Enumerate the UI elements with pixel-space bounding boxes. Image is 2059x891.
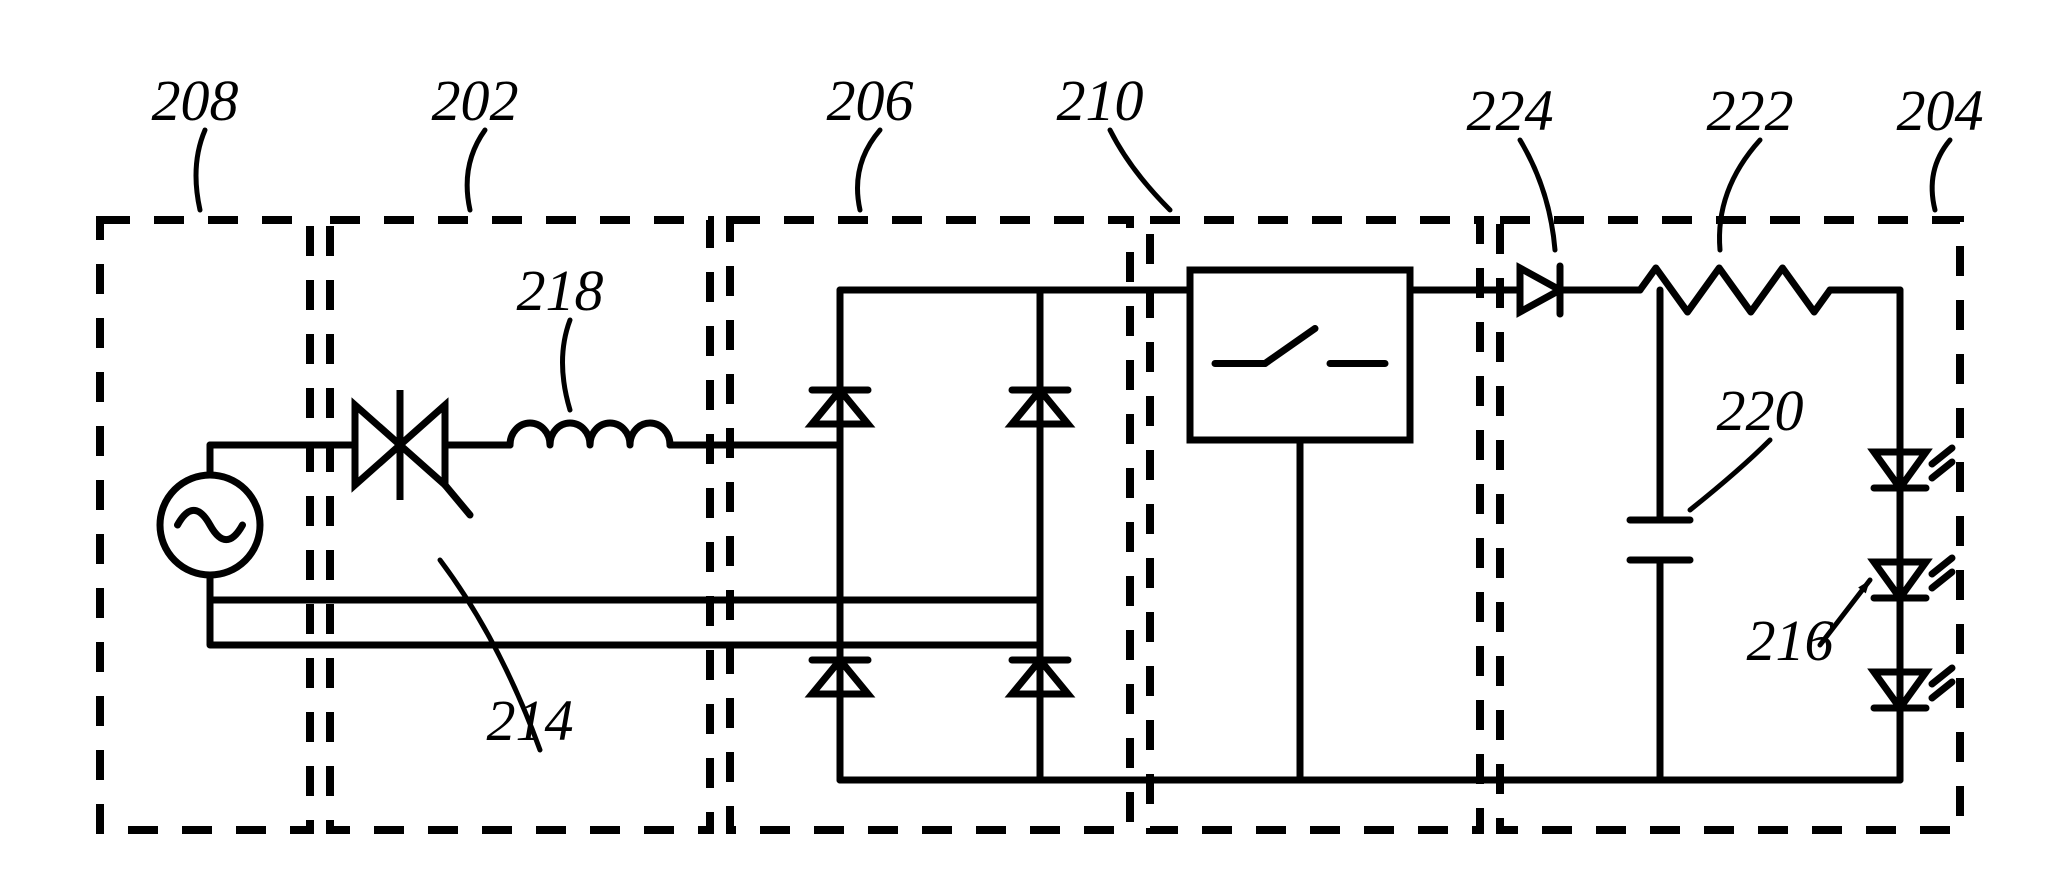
wire-ac-return — [210, 605, 940, 645]
ac-sine-icon — [178, 510, 243, 539]
block-204 — [1500, 220, 1960, 830]
label-202: 202 — [432, 68, 519, 133]
label-208: 208 — [152, 68, 239, 133]
label-222: 222 — [1707, 78, 1794, 143]
triac-gate — [445, 485, 470, 515]
leader-202 — [467, 130, 485, 210]
inductor-icon — [510, 423, 670, 445]
diode-224-icon — [1520, 268, 1560, 312]
leader-206 — [858, 130, 881, 210]
block-208 — [100, 220, 310, 830]
label-218: 218 — [517, 258, 604, 323]
wire-return — [210, 575, 1040, 600]
label-220: 220 — [1717, 378, 1804, 443]
leader-204 — [1932, 140, 1950, 210]
block-206 — [730, 220, 1130, 830]
triac-tri-right — [400, 405, 445, 485]
label-206: 206 — [827, 68, 914, 133]
leader-218 — [563, 320, 571, 410]
circuit-diagram: 208202206210224222204218214220216 — [0, 0, 2059, 891]
resistor-222-icon — [1640, 268, 1830, 312]
label-224: 224 — [1467, 78, 1554, 143]
switch-arm — [1265, 329, 1315, 364]
leader-220 — [1690, 440, 1770, 510]
wire-return-to-bridge — [940, 535, 1040, 645]
leader-210 — [1110, 130, 1170, 210]
triac-tri-left — [355, 405, 400, 485]
leader-222 — [1720, 140, 1761, 250]
label-210: 210 — [1057, 68, 1144, 133]
block-210 — [1150, 220, 1480, 830]
converter-box — [1190, 270, 1410, 440]
leader-224 — [1520, 140, 1555, 250]
leader-208 — [196, 130, 205, 210]
label-204: 204 — [1897, 78, 1984, 143]
